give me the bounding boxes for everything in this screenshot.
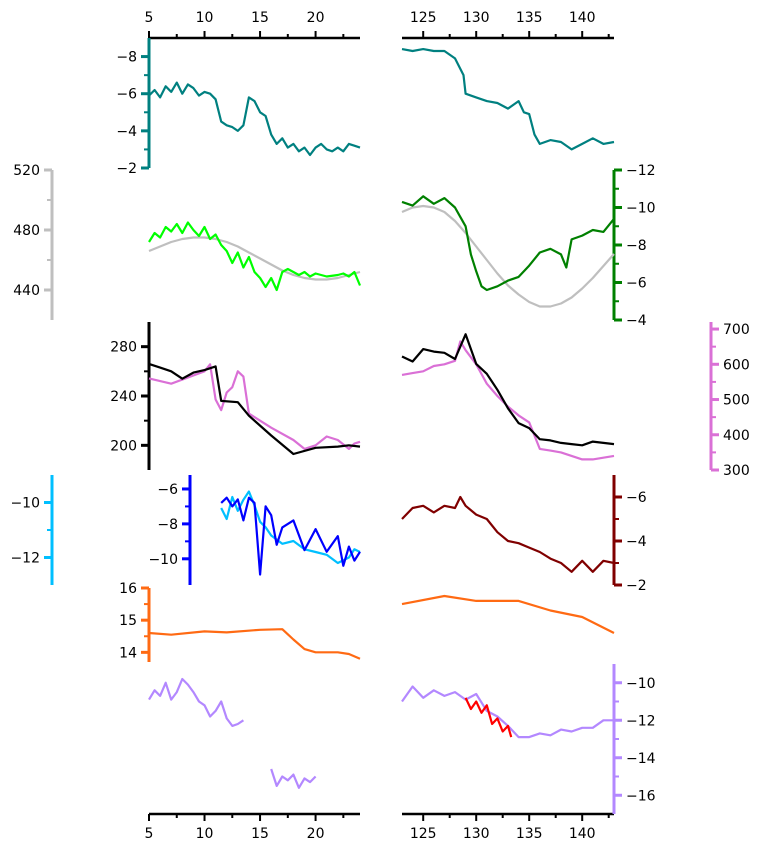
series-line-p3-0-right bbox=[401, 340, 615, 461]
y-tick-label-p2: 480 bbox=[13, 223, 40, 239]
y-tick-label-p4: −10 bbox=[10, 496, 40, 512]
y-tick-label-p4: −6 bbox=[626, 490, 647, 506]
y-tick-label-p4: −8 bbox=[157, 517, 178, 533]
y-tick-label-p6: −14 bbox=[626, 751, 656, 767]
series-line-p5-0-right bbox=[401, 594, 615, 634]
y-tick-label-p2: 520 bbox=[13, 163, 40, 179]
y-tick-label-p4: −2 bbox=[626, 578, 647, 594]
x-tick-label-left-top: 20 bbox=[307, 10, 325, 26]
series-line-p2-1-left bbox=[148, 221, 362, 292]
x-tick-label-left-bottom: 20 bbox=[307, 826, 325, 842]
y-tick-label-p3: 240 bbox=[110, 389, 137, 405]
series-line-p6-0-left bbox=[148, 677, 317, 789]
y-tick-label-p2: −6 bbox=[626, 276, 647, 292]
y-tick-label-p2: −10 bbox=[626, 201, 656, 217]
y-tick-label-p3: 600 bbox=[723, 357, 750, 373]
series-line-p3-0-left bbox=[148, 363, 361, 450]
y-tick-label-p4: −10 bbox=[148, 552, 178, 568]
series-line-p6-1-right bbox=[464, 697, 513, 738]
y-tick-label-p4: −4 bbox=[626, 534, 647, 550]
y-tick-label-p5: 15 bbox=[119, 613, 137, 629]
y-tick-label-p3: 280 bbox=[110, 340, 137, 356]
x-tick-label-left-bottom: 15 bbox=[251, 826, 269, 842]
x-tick-label-right-top: 135 bbox=[516, 10, 543, 26]
y-tick-label-p1: −4 bbox=[116, 124, 137, 140]
y-tick-label-p1: −6 bbox=[116, 87, 137, 103]
series-line-p2-2-right bbox=[401, 195, 615, 292]
y-tick-label-p1: −2 bbox=[116, 161, 137, 177]
y-tick-label-p4: −6 bbox=[157, 482, 178, 498]
y-tick-label-p6: −12 bbox=[626, 713, 656, 729]
x-tick-label-right-top: 125 bbox=[410, 10, 437, 26]
x-tick-label-right-bottom: 125 bbox=[410, 826, 437, 842]
x-tick-label-right-bottom: 130 bbox=[463, 826, 490, 842]
x-tick-label-right-bottom: 140 bbox=[569, 826, 596, 842]
series-line-p1-0-right bbox=[401, 48, 615, 151]
y-tick-label-p3: 400 bbox=[723, 428, 750, 444]
y-tick-label-p4: −12 bbox=[10, 551, 40, 567]
x-tick-label-left-bottom: 5 bbox=[145, 826, 154, 842]
y-tick-label-p5: 14 bbox=[119, 645, 137, 661]
series-line-p2-0-right bbox=[401, 204, 615, 308]
y-tick-label-p2: −4 bbox=[626, 313, 647, 329]
y-tick-label-p2: 440 bbox=[13, 283, 40, 299]
x-tick-label-right-bottom: 135 bbox=[516, 826, 543, 842]
series-line-p2-0-left bbox=[148, 236, 361, 281]
y-tick-label-p3: 500 bbox=[723, 393, 750, 409]
x-tick-label-left-top: 15 bbox=[251, 10, 269, 26]
series-line-p4-0-left bbox=[220, 490, 361, 565]
series-line-p3-1-left bbox=[148, 362, 361, 456]
y-tick-label-p6: −16 bbox=[626, 788, 656, 804]
series-line-p1-0-left bbox=[148, 81, 361, 157]
x-tick-label-left-bottom: 10 bbox=[196, 826, 214, 842]
y-tick-label-p1: −8 bbox=[116, 50, 137, 66]
y-tick-label-p6: −10 bbox=[626, 676, 656, 692]
series-line-p3-1-right bbox=[401, 333, 615, 447]
x-tick-label-right-top: 130 bbox=[463, 10, 490, 26]
y-tick-label-p5: 16 bbox=[119, 581, 137, 597]
x-tick-label-left-top: 10 bbox=[196, 10, 214, 26]
x-tick-label-left-top: 5 bbox=[145, 10, 154, 26]
y-tick-label-p3: 700 bbox=[723, 322, 750, 338]
y-tick-label-p2: −8 bbox=[626, 238, 647, 254]
x-tick-label-right-top: 140 bbox=[569, 10, 596, 26]
series-line-p4-2-right bbox=[401, 495, 615, 573]
series-line-p5-0-left bbox=[148, 628, 361, 660]
y-tick-label-p3: 200 bbox=[110, 438, 137, 454]
series-line-p4-1-left bbox=[220, 496, 361, 576]
y-tick-label-p3: 300 bbox=[723, 463, 750, 479]
y-tick-label-p2: −12 bbox=[626, 163, 656, 179]
